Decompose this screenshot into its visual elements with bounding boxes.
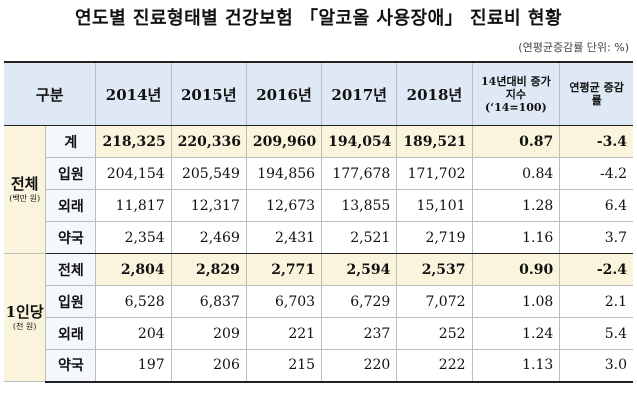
header-category: 구분	[4, 62, 97, 126]
cell-index: 0.87	[472, 125, 561, 158]
cell-value: 209,960	[246, 125, 323, 158]
cell-value: 194,054	[321, 125, 398, 158]
cell-cagr: -2.4	[559, 253, 633, 286]
cell-value: 2,537	[396, 253, 473, 286]
cell-value: 2,354	[95, 221, 172, 254]
cell-value: 215	[246, 349, 323, 383]
row-label: 외래	[45, 317, 97, 350]
cell-value: 7,072	[396, 285, 473, 318]
cell-value: 218,325	[95, 125, 172, 158]
table-row: 외래 11,817 12,317 12,673 13,855 15,101 1.…	[4, 189, 633, 222]
unit-note: (연평균증감률 단위: %)	[518, 41, 629, 54]
row-label: 전체	[45, 253, 97, 286]
cell-cagr: 3.7	[559, 221, 633, 254]
header-year: 2014년	[95, 62, 172, 126]
table-row: 1인당 (천 원) 전체 2,804 2,829 2,771 2,594 2,5…	[4, 253, 633, 382]
cell-value: 206	[171, 349, 247, 383]
cell-value: 252	[396, 317, 473, 350]
cell-value: 237	[321, 317, 398, 350]
cell-value: 11,817	[95, 189, 172, 222]
header-year: 2016년	[246, 62, 323, 126]
cell-index: 1.24	[472, 317, 561, 350]
group-unit: (백만 원)	[9, 194, 41, 203]
medical-cost-table: 구분 2014년 2015년 2016년 2017년 2018년 14년대비 증…	[4, 61, 633, 383]
cell-cagr: 5.4	[559, 317, 633, 350]
cell-value: 13,855	[321, 189, 398, 222]
row-label: 입원	[45, 285, 97, 318]
cell-value: 2,719	[396, 221, 473, 254]
cell-value: 12,673	[246, 189, 323, 222]
cell-value: 6,837	[171, 285, 247, 318]
cell-value: 2,829	[171, 253, 247, 286]
cell-value: 204	[95, 317, 172, 350]
cell-index: 1.16	[472, 221, 561, 254]
cell-value: 2,804	[95, 253, 172, 286]
header-row: 구분 2014년 2015년 2016년 2017년 2018년 14년대비 증…	[4, 62, 633, 126]
cell-cagr: -4.2	[559, 157, 633, 190]
table-row: 전체 (백만 원) 계 218,325 220,336 209,960 194,…	[4, 125, 633, 254]
group-title: 전체	[10, 175, 39, 193]
page-title: 연도별 진료형태별 건강보험 「알코올 사용장애」 진료비 현황	[74, 8, 563, 29]
header-year: 2017년	[321, 62, 398, 126]
table-row: 외래 204 209 221 237 252 1.24 5.4	[4, 317, 633, 350]
table-row: 약국 2,354 2,469 2,431 2,521 2,719 1.16 3.…	[4, 221, 633, 254]
cell-cagr: 2.1	[559, 285, 633, 318]
cell-value: 15,101	[396, 189, 473, 222]
cell-value: 6,703	[246, 285, 323, 318]
header-year: 2018년	[396, 62, 473, 126]
cell-value: 2,431	[246, 221, 323, 254]
group-title: 1인당	[5, 303, 44, 321]
cell-value: 2,594	[321, 253, 398, 286]
cell-cagr: -3.4	[559, 125, 633, 158]
cell-value: 204,154	[95, 157, 172, 190]
header-cagr: 연평균 증감률	[559, 62, 633, 126]
group-label-total: 전체 (백만 원)	[4, 125, 47, 254]
cell-value: 194,856	[246, 157, 323, 190]
cell-value: 177,678	[321, 157, 398, 190]
cell-value: 205,549	[171, 157, 247, 190]
table-row: 입원 204,154 205,549 194,856 177,678 171,7…	[4, 157, 633, 190]
cell-value: 12,317	[171, 189, 247, 222]
group-unit: (천 원)	[12, 322, 37, 331]
cell-value: 189,521	[396, 125, 473, 158]
cell-value: 171,702	[396, 157, 473, 190]
cell-value: 6,729	[321, 285, 398, 318]
cell-value: 6,528	[95, 285, 172, 318]
header-index: 14년대비 증가지수 (‘14=100)	[472, 62, 561, 126]
cell-cagr: 6.4	[559, 189, 633, 222]
cell-value: 2,521	[321, 221, 398, 254]
cell-value: 221	[246, 317, 323, 350]
cell-value: 2,771	[246, 253, 323, 286]
table-row: 약국 197 206 215 220 222 1.13 3.0	[4, 349, 633, 383]
cell-index: 0.84	[472, 157, 561, 190]
cell-index: 1.28	[472, 189, 561, 222]
cell-value: 209	[171, 317, 247, 350]
cell-value: 220	[321, 349, 398, 383]
row-label: 입원	[45, 157, 97, 190]
row-label: 계	[45, 125, 97, 158]
cell-index: 0.90	[472, 253, 561, 286]
table-row: 입원 6,528 6,837 6,703 6,729 7,072 1.08 2.…	[4, 285, 633, 318]
cell-cagr: 3.0	[559, 349, 633, 383]
cell-index: 1.13	[472, 349, 561, 383]
header-year: 2015년	[171, 62, 247, 126]
cell-value: 2,469	[171, 221, 247, 254]
row-label: 약국	[45, 221, 97, 254]
cell-value: 220,336	[171, 125, 247, 158]
row-label: 외래	[45, 189, 97, 222]
cell-index: 1.08	[472, 285, 561, 318]
cell-value: 197	[95, 349, 172, 383]
row-label: 약국	[45, 349, 97, 383]
group-label-per-capita: 1인당 (천 원)	[4, 253, 47, 382]
cell-value: 222	[396, 349, 473, 383]
